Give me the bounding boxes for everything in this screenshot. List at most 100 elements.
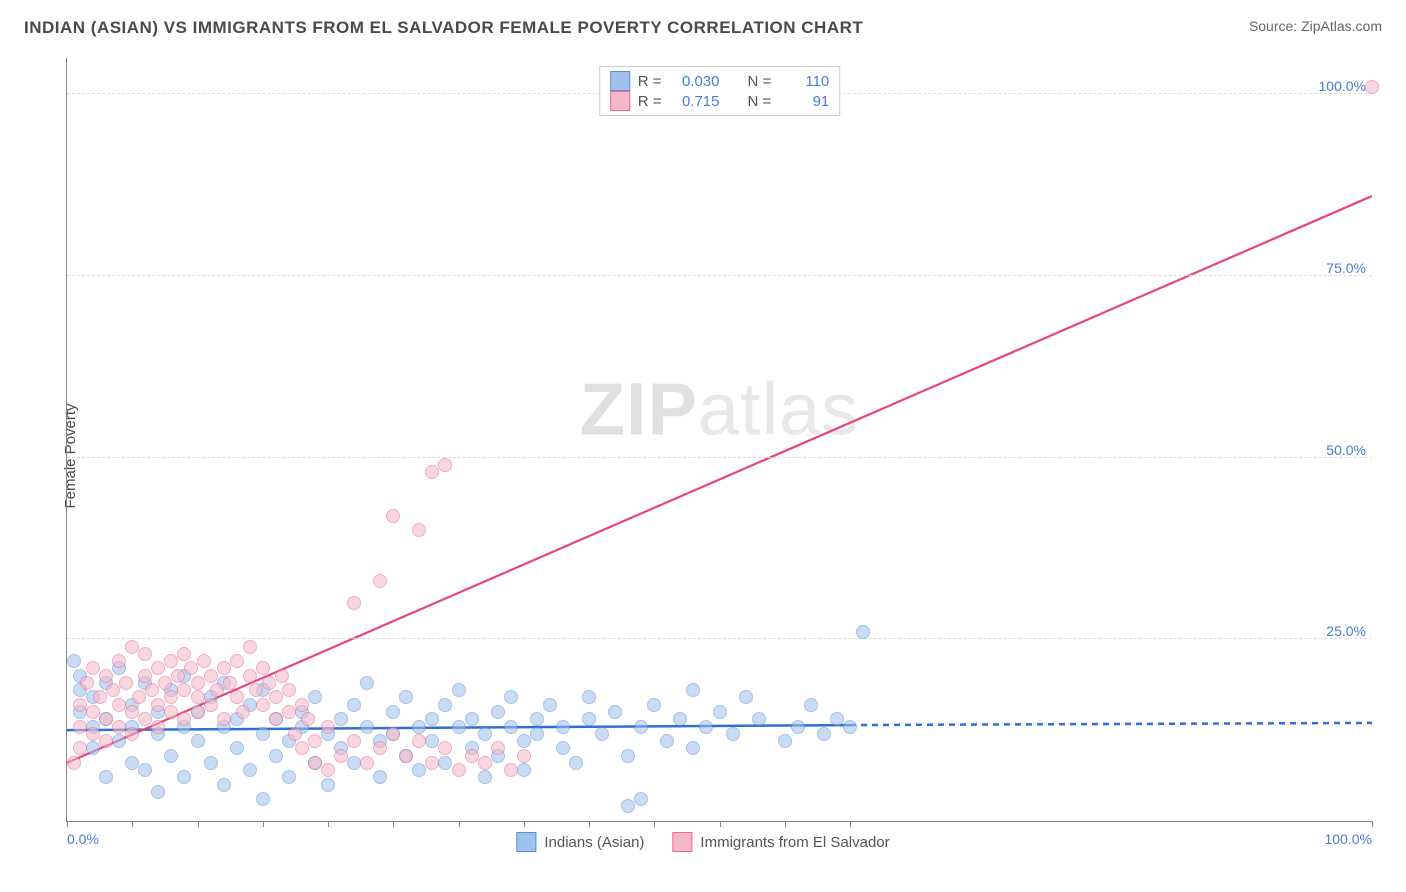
chart-container: Female Poverty ZIPatlas R = 0.030 N = 11… [24, 50, 1382, 862]
data-point [347, 596, 361, 610]
x-tick [67, 821, 68, 827]
data-point [530, 712, 544, 726]
data-point [425, 712, 439, 726]
source-link[interactable]: ZipAtlas.com [1301, 18, 1382, 34]
data-point [119, 676, 133, 690]
data-point [217, 712, 231, 726]
data-point [517, 749, 531, 763]
legend-item-salvador: Immigrants from El Salvador [672, 832, 889, 852]
data-point [595, 727, 609, 741]
data-point [373, 741, 387, 755]
data-point [256, 661, 270, 675]
x-tick [328, 821, 329, 827]
data-point [412, 734, 426, 748]
legend-label-indians: Indians (Asian) [544, 834, 644, 851]
x-tick [589, 821, 590, 827]
data-point [478, 770, 492, 784]
data-point [817, 727, 831, 741]
data-point [164, 705, 178, 719]
data-point [713, 705, 727, 719]
data-point [752, 712, 766, 726]
r-value-indians: 0.030 [670, 73, 720, 90]
data-point [243, 669, 257, 683]
data-point [243, 763, 257, 777]
data-point [282, 770, 296, 784]
data-point [360, 720, 374, 734]
x-tick [654, 821, 655, 827]
data-point [112, 720, 126, 734]
data-point [517, 734, 531, 748]
x-tick [720, 821, 721, 827]
data-point [125, 640, 139, 654]
data-point [412, 763, 426, 777]
data-point [686, 741, 700, 755]
data-point [223, 676, 237, 690]
data-point [151, 661, 165, 675]
y-tick-label: 100.0% [1319, 78, 1366, 94]
data-point [112, 734, 126, 748]
swatch-salvador [610, 91, 630, 111]
data-point [151, 785, 165, 799]
data-point [217, 661, 231, 675]
data-point [1365, 80, 1379, 94]
data-point [86, 727, 100, 741]
data-point [739, 690, 753, 704]
data-point [269, 749, 283, 763]
data-point [491, 705, 505, 719]
x-tick [785, 821, 786, 827]
data-point [177, 712, 191, 726]
data-point [778, 734, 792, 748]
series-legend: Indians (Asian) Immigrants from El Salva… [516, 832, 889, 852]
legend-label-salvador: Immigrants from El Salvador [700, 834, 889, 851]
data-point [73, 741, 87, 755]
data-point [204, 756, 218, 770]
data-point [673, 712, 687, 726]
data-point [504, 690, 518, 704]
data-point [125, 705, 139, 719]
y-tick-label: 50.0% [1326, 442, 1366, 458]
data-point [347, 698, 361, 712]
data-point [634, 720, 648, 734]
data-point [425, 756, 439, 770]
data-point [191, 690, 205, 704]
data-point [660, 734, 674, 748]
data-point [347, 734, 361, 748]
data-point [80, 676, 94, 690]
data-point [177, 770, 191, 784]
data-point [112, 654, 126, 668]
data-point [262, 676, 276, 690]
data-point [191, 705, 205, 719]
data-point [804, 698, 818, 712]
data-point [93, 690, 107, 704]
n-value-indians: 110 [779, 73, 829, 90]
data-point [73, 720, 87, 734]
data-point [164, 654, 178, 668]
y-tick-label: 75.0% [1326, 260, 1366, 276]
data-point [373, 574, 387, 588]
chart-title: INDIAN (ASIAN) VS IMMIGRANTS FROM EL SAL… [24, 18, 863, 38]
data-point [138, 669, 152, 683]
data-point [621, 749, 635, 763]
data-point [321, 763, 335, 777]
data-point [517, 763, 531, 777]
data-point [125, 756, 139, 770]
data-point [465, 712, 479, 726]
data-point [99, 770, 113, 784]
data-point [67, 756, 81, 770]
data-point [334, 712, 348, 726]
data-point [99, 734, 113, 748]
data-point [686, 683, 700, 697]
data-point [138, 763, 152, 777]
data-point [791, 720, 805, 734]
data-point [73, 698, 87, 712]
data-point [132, 690, 146, 704]
legend-row-indians: R = 0.030 N = 110 [610, 71, 830, 91]
watermark: ZIPatlas [580, 366, 859, 451]
source-label: Source: [1249, 18, 1301, 34]
data-point [177, 683, 191, 697]
data-point [334, 749, 348, 763]
data-point [386, 727, 400, 741]
data-point [282, 705, 296, 719]
data-point [67, 654, 81, 668]
data-point [177, 647, 191, 661]
